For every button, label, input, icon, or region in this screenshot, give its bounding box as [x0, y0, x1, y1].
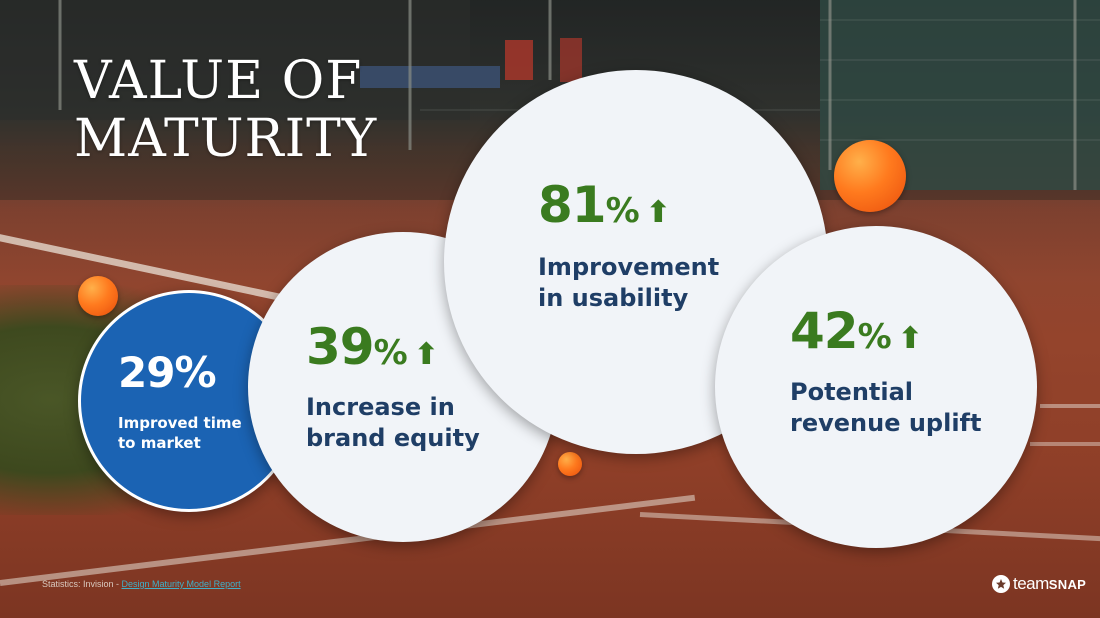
up-arrow-icon: ⬆ [413, 337, 439, 372]
stat-description-line: Improvement [538, 253, 720, 281]
stat-description-line: brand equity [306, 424, 480, 452]
stat-description-line: in usability [538, 284, 689, 312]
stat-value: 29% [118, 348, 217, 397]
orange-ball-icon [78, 276, 118, 316]
source-link[interactable]: Design Maturity Model Report [121, 579, 241, 589]
stat-value: 39% ⬆ [306, 318, 439, 376]
stat-description-line: Potential [790, 378, 914, 406]
title-line: VALUE OF [74, 51, 363, 111]
stat-number: 81 [538, 176, 607, 234]
star-icon [992, 575, 1010, 593]
stat-percent: % [605, 191, 640, 231]
stat-percent: % [373, 333, 408, 373]
stat-value: 81% ⬆ [538, 176, 671, 234]
logo-text: SNAP [1048, 576, 1087, 592]
stat-description: Potential revenue uplift [790, 377, 981, 439]
stat-description-line: Increase in [306, 393, 455, 421]
stat-value: 42% ⬆ [790, 302, 923, 360]
title-line: MATURITY [74, 109, 378, 169]
stat-description-line: revenue uplift [790, 409, 982, 437]
logo-text: team [1013, 574, 1049, 593]
background-fence [0, 0, 1100, 200]
stat-description-line: to market [118, 434, 201, 452]
source-prefix: Statistics: Invision - [42, 579, 122, 589]
stat-percent: % [857, 317, 892, 357]
source-footnote: Statistics: Invision - Design Maturity M… [42, 579, 241, 589]
stat-description: Improved time to market [118, 413, 242, 453]
stat-number: 42 [790, 302, 859, 360]
stat-description: Increase in brand equity [306, 392, 480, 454]
slide-title: VALUE OF MATURITY [74, 52, 434, 168]
orange-ball-icon [834, 140, 906, 212]
stat-description-line: Improved time [118, 414, 242, 432]
up-arrow-icon: ⬆ [645, 195, 671, 230]
chalk-line [1030, 442, 1100, 446]
stat-circle-revenue-uplift [715, 226, 1037, 548]
teamsnap-logo: team SNAP [992, 574, 1086, 594]
chalk-line [1040, 404, 1100, 408]
stat-description: Improvement in usability [538, 252, 719, 314]
stat-number: 39 [306, 318, 375, 376]
up-arrow-icon: ⬆ [897, 321, 923, 356]
orange-ball-icon [558, 452, 582, 476]
